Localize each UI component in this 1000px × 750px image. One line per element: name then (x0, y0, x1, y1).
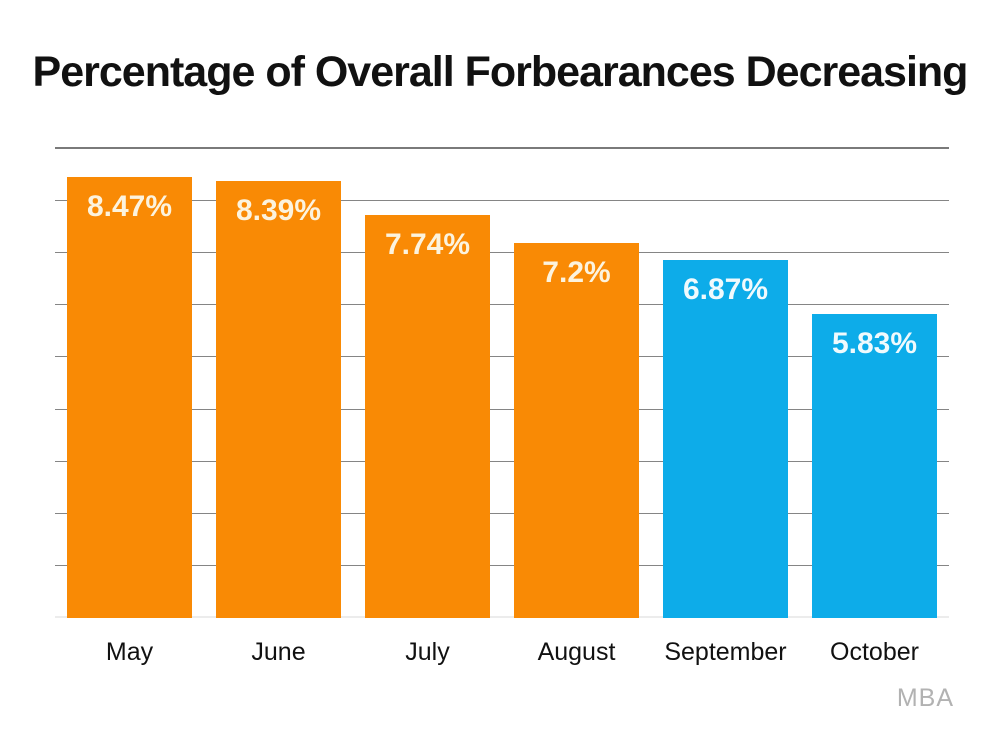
bar-august: 7.2% (514, 242, 639, 618)
x-axis-label-august: August (537, 638, 616, 666)
gridline (55, 304, 949, 306)
chart-title: Percentage of Overall Forbearances Decre… (32, 48, 969, 96)
x-axis-label-june: June (251, 638, 306, 666)
x-axis-label-july: July (405, 638, 450, 666)
gridline (55, 356, 949, 358)
bar-july: 7.74% (365, 214, 490, 618)
gridline (55, 147, 949, 149)
gridline (55, 408, 949, 410)
gridline (55, 252, 949, 254)
bar-value-label: 7.74% (384, 227, 471, 261)
gridline (55, 200, 949, 202)
bar-value-label: 5.83% (831, 327, 918, 361)
source-attribution: MBA (896, 684, 954, 712)
x-axis-label-may: May (105, 638, 154, 666)
gridline (55, 460, 949, 462)
bar-value-label: 7.2% (542, 255, 611, 289)
x-axis-labels: May June July August September October (55, 638, 949, 667)
bar-september: 6.87% (663, 260, 788, 618)
plot-area: 8.47% 8.39% 7.74% 7.2% 6.87% 5.83% (55, 147, 949, 618)
bar-october: 5.83% (812, 314, 937, 618)
bar-june: 8.39% (216, 180, 341, 618)
x-axis-label-september: September (664, 638, 787, 666)
bar-value-label: 6.87% (682, 273, 769, 306)
bar-value-label: 8.39% (235, 193, 322, 227)
bar-may: 8.47% (67, 176, 192, 618)
gridline (55, 564, 949, 566)
x-axis-label-october: October (830, 638, 919, 666)
gridline (55, 616, 949, 618)
gridline (55, 512, 949, 514)
bar-value-label: 8.47% (86, 189, 173, 223)
